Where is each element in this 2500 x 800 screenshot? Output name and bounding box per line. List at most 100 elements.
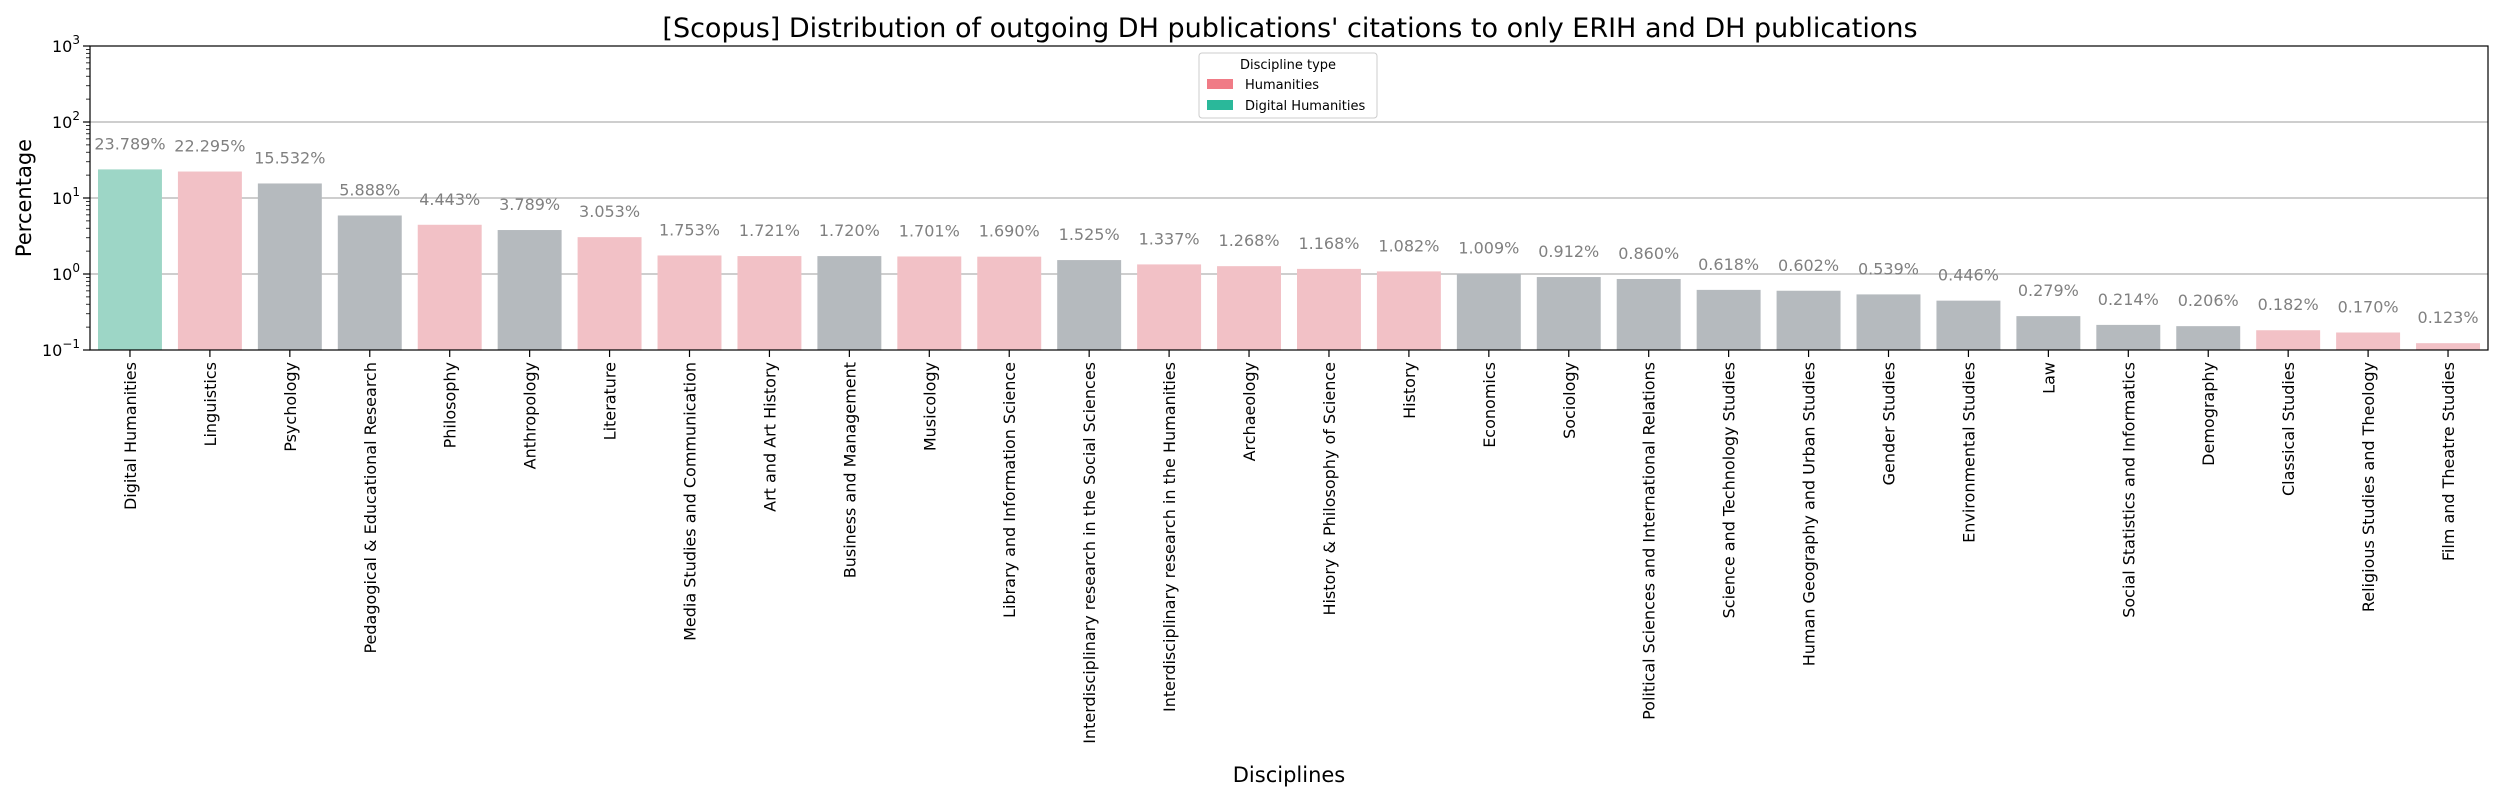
data-label-psychology: 15.532% xyxy=(254,148,325,167)
data-label-library-and-information-science: 1.690% xyxy=(979,222,1040,241)
data-label-environmental-studies: 0.446% xyxy=(1938,266,1999,285)
y-tick-label: 10−1 xyxy=(42,337,80,360)
y-axis: 10−1 100 101 102 103 xyxy=(42,33,90,360)
data-label-political-sciences-and-international-relations: 0.860% xyxy=(1618,244,1679,263)
data-label-linguistics: 22.295% xyxy=(174,137,245,156)
grid-lines xyxy=(90,121,2488,275)
bar-film-and-theatre-studies xyxy=(2416,343,2481,350)
bar-religious-studies-and-theology xyxy=(2336,332,2401,350)
data-labels: 23.789% 22.295% 15.532% 5.888% 4.443% 3.789% 3… xyxy=(94,134,2478,327)
bar-political-sciences-and-international-relations xyxy=(1616,278,1681,350)
data-label-law: 0.279% xyxy=(2018,281,2079,300)
category-label-digital-humanities: Digital Humanities xyxy=(121,362,140,510)
data-label-gender-studies: 0.539% xyxy=(1858,259,1919,278)
bar-linguistics xyxy=(177,171,242,350)
bar-musicology xyxy=(897,256,962,350)
bar-library-and-information-science xyxy=(977,256,1042,350)
bar-anthropology xyxy=(497,230,562,350)
legend-label-digital-humanities: Digital Humanities xyxy=(1245,99,1365,114)
category-label-law: Law xyxy=(2039,362,2058,394)
data-label-film-and-theatre-studies: 0.123% xyxy=(2418,308,2479,327)
data-label-social-statistics-and-informatics: 0.214% xyxy=(2098,290,2159,309)
category-label-political-sciences-and-international-relations: Political Sciences and International Rel… xyxy=(1640,362,1659,720)
data-label-classical-studies: 0.182% xyxy=(2258,295,2319,314)
data-label-archaeology: 1.268% xyxy=(1219,231,1280,250)
bar-science-and-technology-studies xyxy=(1696,289,1761,350)
legend-frame xyxy=(1198,52,1378,119)
category-label-social-statistics-and-informatics: Social Statistics and Informatics xyxy=(2119,362,2138,618)
category-label-musicology: Musicology xyxy=(920,362,939,451)
data-label-demography: 0.206% xyxy=(2178,291,2239,310)
bar-demography xyxy=(2176,326,2241,350)
category-label-literature: Literature xyxy=(601,362,620,440)
data-label-history: 1.082% xyxy=(1378,236,1439,255)
data-label-interdisciplinary-research-in-the-humanities: 1.337% xyxy=(1139,229,1200,248)
data-label-interdisciplinary-research-in-the-social-sciences: 1.525% xyxy=(1059,225,1120,244)
bar-sociology xyxy=(1536,277,1601,350)
legend-label-humanities: Humanities xyxy=(1245,78,1319,93)
category-label-media-studies-and-communication: Media Studies and Communication xyxy=(681,362,700,641)
legend-title: Discipline type xyxy=(1240,58,1336,73)
bar-economics xyxy=(1456,273,1521,350)
bar-business-and-management xyxy=(817,256,882,350)
category-label-history-and-philosophy-of-science: History & Philosophy of Science xyxy=(1320,362,1339,616)
data-label-art-and-art-history: 1.721% xyxy=(739,221,800,240)
bar-gender-studies xyxy=(1856,294,1921,350)
bar-interdisciplinary-research-in-the-humanities xyxy=(1137,264,1202,350)
bar-pedagogical-and-educational-research xyxy=(337,215,402,350)
data-label-philosophy: 4.443% xyxy=(419,190,480,209)
category-label-philosophy: Philosophy xyxy=(441,362,460,448)
y-axis-label: Percentage xyxy=(12,139,36,257)
category-label-gender-studies: Gender Studies xyxy=(1880,362,1899,485)
y-tick-label: 103 xyxy=(52,33,80,56)
category-label-film-and-theatre-studies: Film and Theatre Studies xyxy=(2439,362,2458,561)
x-axis: Digital Humanities Linguistics Psychology P… xyxy=(121,350,2458,744)
bars xyxy=(97,169,2481,350)
category-label-anthropology: Anthropology xyxy=(521,362,540,469)
category-label-interdisciplinary-research-in-the-social-sciences: Interdisciplinary research in the Social… xyxy=(1080,362,1099,744)
y-tick-label: 100 xyxy=(52,261,80,284)
data-label-anthropology: 3.789% xyxy=(499,195,560,214)
category-label-demography: Demography xyxy=(2199,362,2218,466)
data-label-media-studies-and-communication: 1.753% xyxy=(659,220,720,239)
data-label-digital-humanities: 23.789% xyxy=(94,134,165,153)
category-label-classical-studies: Classical Studies xyxy=(2279,362,2298,496)
category-label-business-and-management: Business and Management xyxy=(840,362,859,578)
bar-human-geography-and-urban-studies xyxy=(1776,290,1841,350)
category-label-linguistics: Linguistics xyxy=(201,362,220,446)
bar-literature xyxy=(577,237,642,350)
y-tick-label: 101 xyxy=(52,185,80,208)
category-label-interdisciplinary-research-in-the-humanities: Interdisciplinary research in the Humani… xyxy=(1160,362,1179,712)
data-label-pedagogical-and-educational-research: 5.888% xyxy=(339,180,400,199)
bar-media-studies-and-communication xyxy=(657,255,722,350)
bar-environmental-studies xyxy=(1936,300,2001,350)
y-tick-label: 102 xyxy=(52,109,80,132)
category-label-art-and-art-history: Art and Art History xyxy=(760,362,779,512)
category-label-human-geography-and-urban-studies: Human Geography and Urban Studies xyxy=(1800,362,1819,666)
data-label-human-geography-and-urban-studies: 0.602% xyxy=(1778,256,1839,275)
data-label-sociology: 0.912% xyxy=(1538,242,1599,261)
legend-swatch-digital-humanities xyxy=(1207,100,1233,110)
data-label-history-and-philosophy-of-science: 1.168% xyxy=(1298,234,1359,253)
bar-psychology xyxy=(257,183,322,350)
bar-interdisciplinary-research-in-the-social-sciences xyxy=(1057,260,1122,350)
bar-philosophy xyxy=(417,224,482,350)
bar-digital-humanities xyxy=(97,169,162,350)
category-label-science-and-technology-studies: Science and Technology Studies xyxy=(1720,362,1739,618)
data-label-science-and-technology-studies: 0.618% xyxy=(1698,255,1759,274)
x-axis-label: Disciplines xyxy=(1233,763,1346,787)
category-label-archaeology: Archaeology xyxy=(1240,362,1259,461)
category-label-psychology: Psychology xyxy=(281,362,300,452)
data-label-economics: 1.009% xyxy=(1458,239,1519,258)
category-label-library-and-information-science: Library and Information Science xyxy=(1000,362,1019,618)
category-label-pedagogical-and-educational-research: Pedagogical & Educational Research xyxy=(361,362,380,654)
bar-classical-studies xyxy=(2256,330,2321,350)
bar-history-and-philosophy-of-science xyxy=(1296,268,1361,350)
data-label-religious-studies-and-theology: 0.170% xyxy=(2338,297,2399,316)
category-label-economics: Economics xyxy=(1480,362,1499,448)
category-label-environmental-studies: Environmental Studies xyxy=(1959,362,1978,543)
legend: Discipline type Humanities Digital Human… xyxy=(1198,52,1378,119)
category-label-history: History xyxy=(1400,362,1419,419)
data-label-musicology: 1.701% xyxy=(899,221,960,240)
chart-title: [Scopus] Distribution of outgoing DH pub… xyxy=(662,13,1917,44)
